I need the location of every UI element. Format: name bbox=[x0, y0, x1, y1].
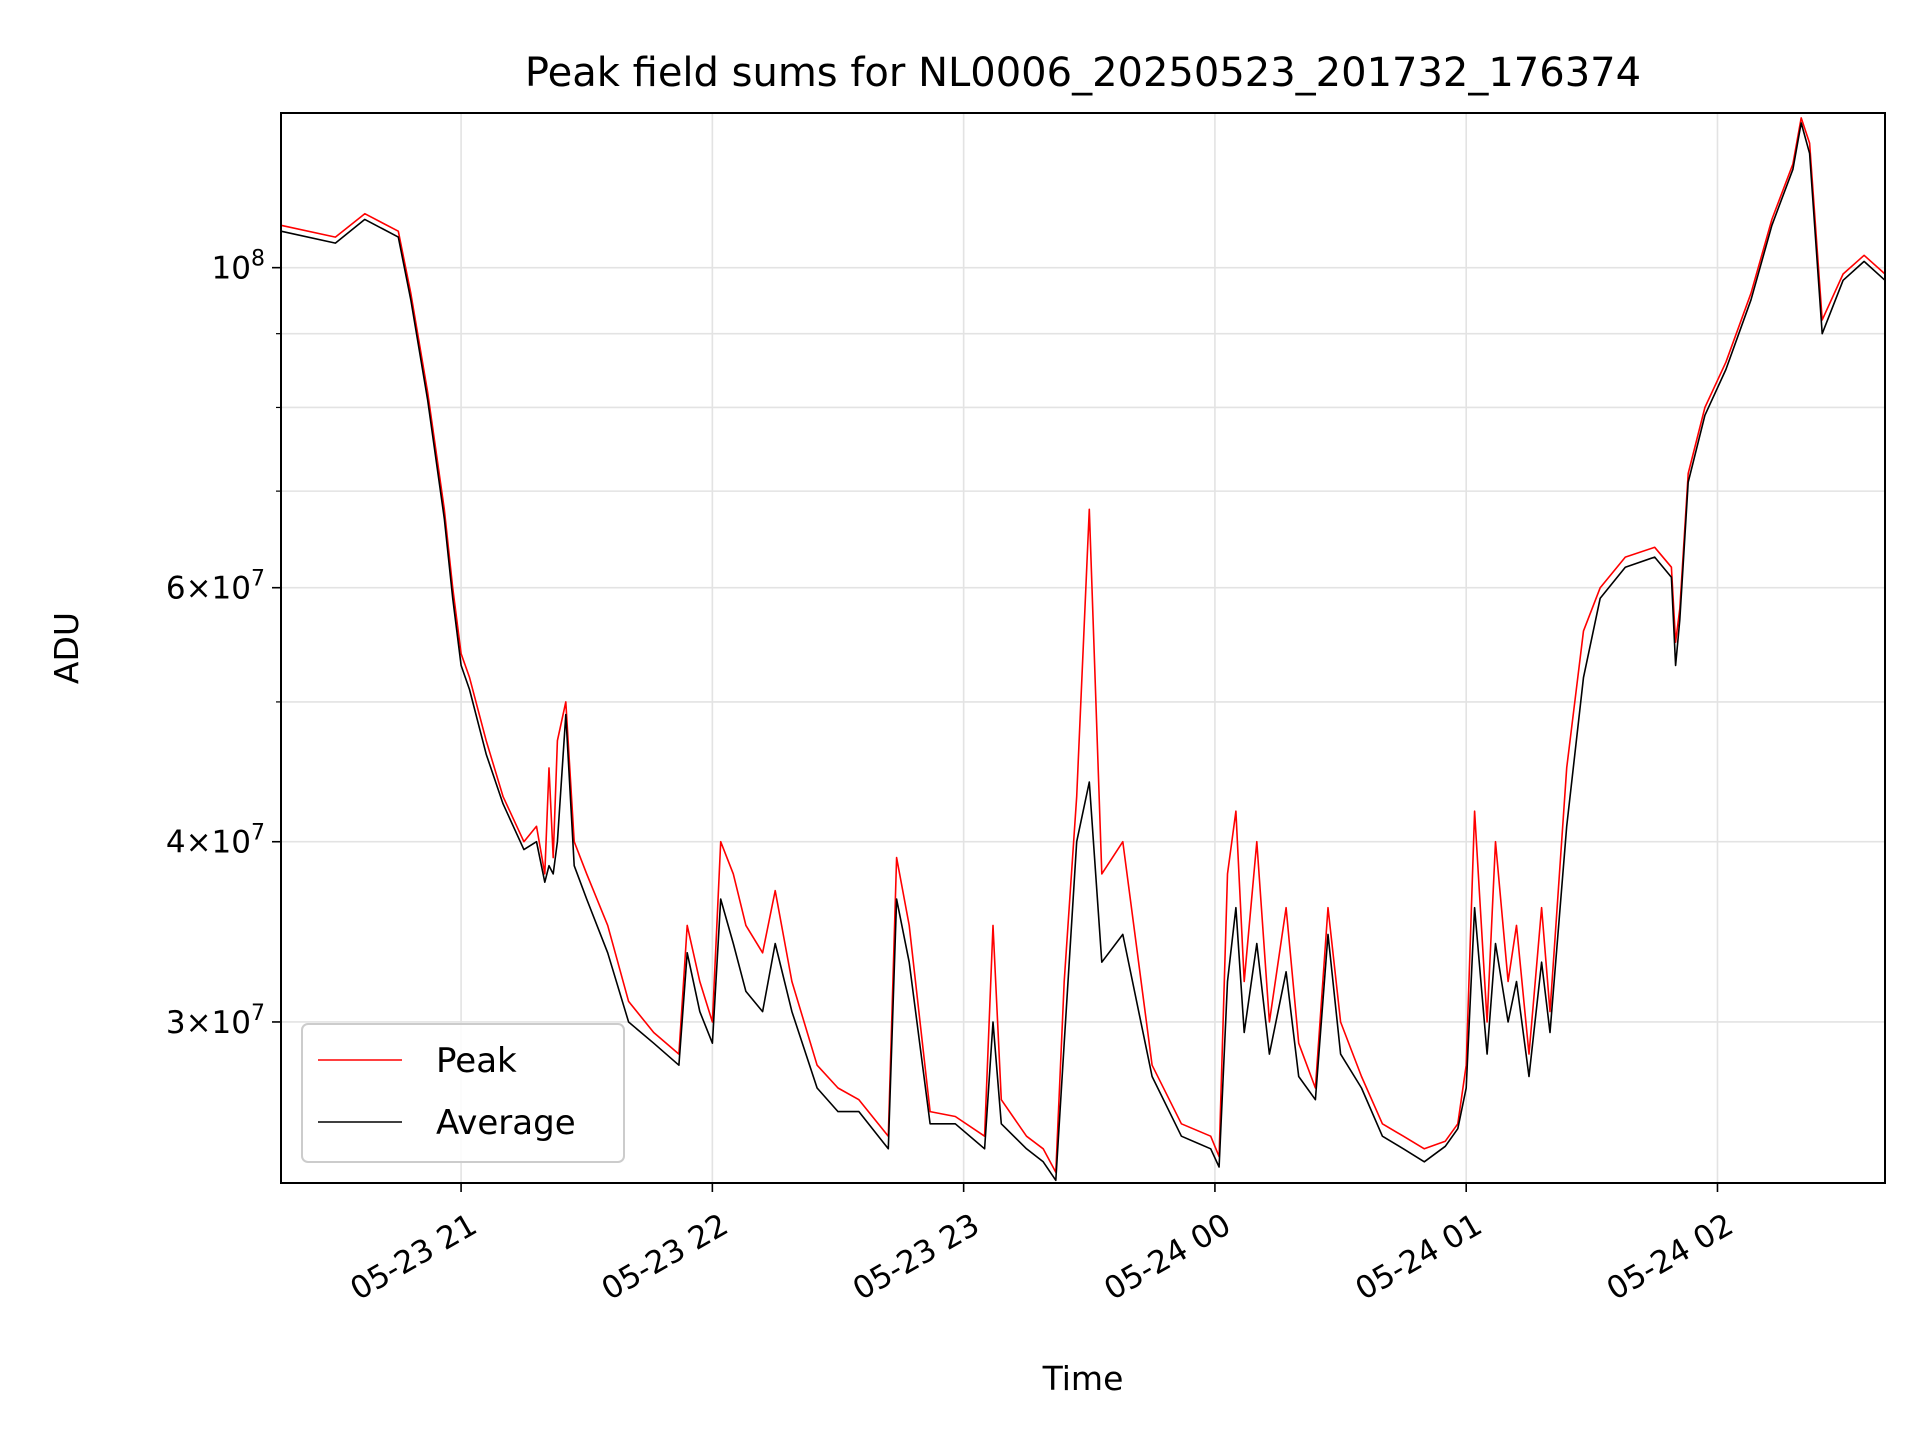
y-tick-label: 6×107 bbox=[166, 567, 265, 607]
legend-label-average: Average bbox=[436, 1103, 576, 1143]
legend-box bbox=[301, 1023, 625, 1163]
plot-frame bbox=[280, 112, 1886, 1184]
y-axis: 108 6×107 4×107 3×107 bbox=[166, 247, 281, 1041]
y-tick-label: 108 bbox=[212, 247, 265, 287]
series-line-peak bbox=[280, 117, 1886, 1174]
legend: Peak Average bbox=[301, 1023, 625, 1163]
chart-title: Peak field sums for NL0006_20250523_2017… bbox=[525, 50, 1641, 96]
plot-series bbox=[280, 117, 1886, 1182]
series-line-average bbox=[280, 122, 1886, 1182]
legend-label-peak: Peak bbox=[436, 1041, 517, 1081]
y-tick-label: 4×107 bbox=[166, 821, 265, 861]
y-axis-title: ADU bbox=[47, 612, 86, 684]
grid bbox=[281, 113, 1885, 1183]
y-tick-label: 3×107 bbox=[166, 1001, 265, 1041]
x-axis-title: Time bbox=[1042, 1359, 1124, 1398]
